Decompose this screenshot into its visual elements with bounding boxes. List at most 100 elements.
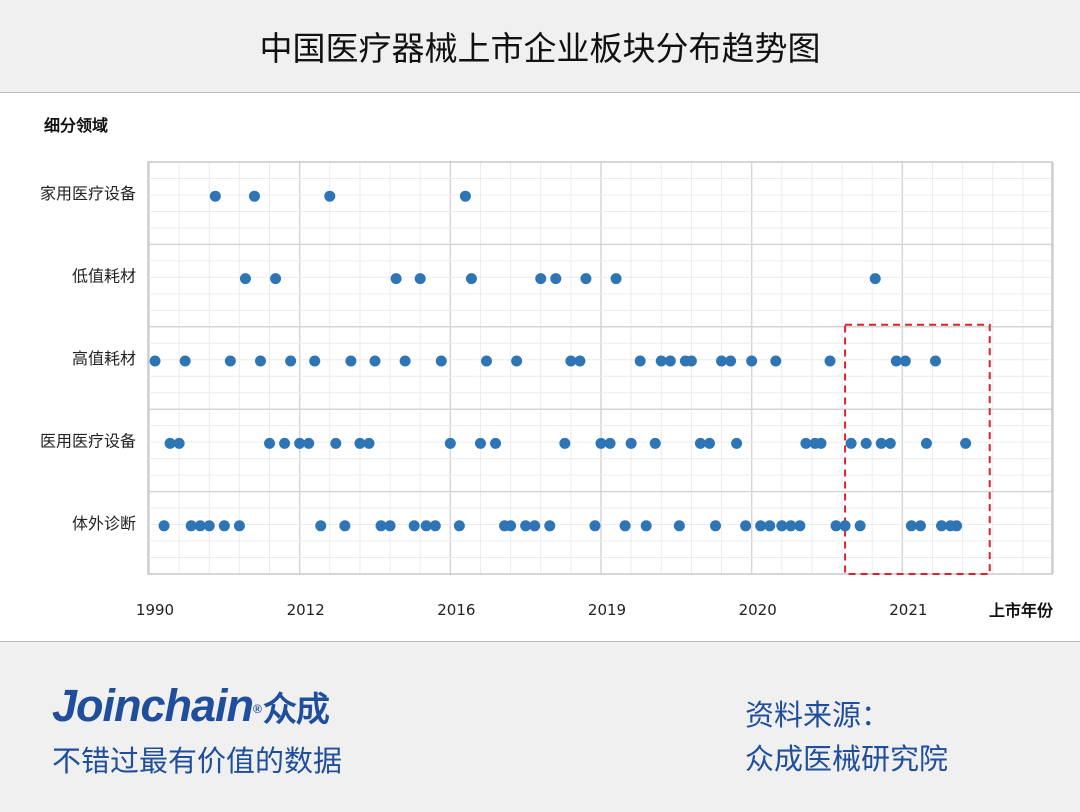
data-point <box>574 355 586 367</box>
data-point <box>384 520 396 532</box>
registered-mark: ® <box>253 702 262 717</box>
data-point <box>550 273 562 285</box>
data-point <box>884 437 896 449</box>
data-point <box>185 520 197 532</box>
data-point <box>345 355 357 367</box>
data-point <box>685 355 697 367</box>
data-point <box>414 273 426 285</box>
data-point <box>640 520 652 532</box>
data-point <box>634 355 646 367</box>
data-point <box>649 437 661 449</box>
data-point <box>610 273 622 285</box>
data-point <box>800 437 812 449</box>
data-point <box>511 355 523 367</box>
y-tick-label: 低值耗材 <box>72 267 136 286</box>
data-point <box>839 520 851 532</box>
brand-name: Joinchain <box>52 680 254 731</box>
data-point <box>746 355 758 367</box>
source-label: 资料来源： <box>745 698 891 732</box>
data-point <box>429 520 441 532</box>
data-point <box>710 520 722 532</box>
x-tick-label: 2021 <box>889 601 927 619</box>
data-point <box>444 437 456 449</box>
highlight-box <box>844 323 991 575</box>
data-point <box>580 273 592 285</box>
y-tick-label: 医用医疗设备 <box>40 431 136 450</box>
header: 中国医疗器械上市企业板块分布趋势图 <box>0 0 1080 93</box>
data-point <box>420 520 432 532</box>
y-axis-title: 细分领域 <box>44 116 108 135</box>
data-point <box>755 520 767 532</box>
data-point <box>279 437 291 449</box>
data-point <box>776 520 788 532</box>
data-point <box>294 437 306 449</box>
data-point <box>565 355 577 367</box>
data-point <box>860 437 872 449</box>
data-point <box>703 437 715 449</box>
data-point <box>218 520 230 532</box>
data-point <box>794 520 806 532</box>
y-tick-label: 体外诊断 <box>72 514 136 533</box>
chart-area: 细分领域 上市年份 家用医疗设备 低值耗材 高值耗材 医用医疗设备 体外诊断 1990 2012… <box>0 93 1080 642</box>
x-tick-label: 2012 <box>287 601 325 619</box>
data-point <box>408 520 420 532</box>
data-point <box>179 355 191 367</box>
data-point <box>248 190 260 202</box>
data-point <box>740 520 752 532</box>
data-point <box>453 520 465 532</box>
data-point <box>369 355 381 367</box>
data-point <box>239 273 251 285</box>
data-point <box>254 355 266 367</box>
data-point <box>694 437 706 449</box>
data-point <box>770 355 782 367</box>
data-point <box>890 355 902 367</box>
data-point <box>474 437 486 449</box>
data-point <box>529 520 541 532</box>
data-point <box>354 437 366 449</box>
data-point <box>480 355 492 367</box>
data-point <box>544 520 556 532</box>
data-point <box>655 355 667 367</box>
x-axis-title: 上市年份 <box>989 601 1054 620</box>
data-point <box>619 520 631 532</box>
data-point <box>725 355 737 367</box>
data-point <box>604 437 616 449</box>
data-point <box>815 437 827 449</box>
data-point <box>936 520 948 532</box>
data-point <box>324 190 336 202</box>
data-point <box>914 520 926 532</box>
data-point <box>929 355 941 367</box>
x-tick-label: 1990 <box>136 601 174 619</box>
data-point <box>664 355 676 367</box>
data-point <box>459 190 471 202</box>
x-tick-label: 2020 <box>739 601 777 619</box>
data-point <box>339 520 351 532</box>
data-point <box>399 355 411 367</box>
data-point <box>490 437 502 449</box>
data-point <box>303 437 315 449</box>
data-point <box>731 437 743 449</box>
data-point <box>824 355 836 367</box>
data-point <box>716 355 728 367</box>
brand-name-cn: 众成 <box>262 691 330 729</box>
y-tick-label: 高值耗材 <box>72 349 136 368</box>
x-tick-label: 2016 <box>437 601 475 619</box>
data-point <box>854 520 866 532</box>
data-point <box>390 273 402 285</box>
data-point <box>315 520 327 532</box>
data-point <box>673 520 685 532</box>
data-point <box>535 273 547 285</box>
data-point <box>158 520 170 532</box>
data-point <box>875 437 887 449</box>
data-point <box>209 190 221 202</box>
data-point <box>465 273 477 285</box>
data-point <box>173 437 185 449</box>
data-point <box>960 437 972 449</box>
brand-logo: Joinchain®众成 <box>52 680 330 732</box>
data-point <box>224 355 236 367</box>
tagline: 不错过最有价值的数据 <box>52 744 343 778</box>
data-point <box>435 355 447 367</box>
data-point <box>905 520 917 532</box>
data-point <box>270 273 282 285</box>
